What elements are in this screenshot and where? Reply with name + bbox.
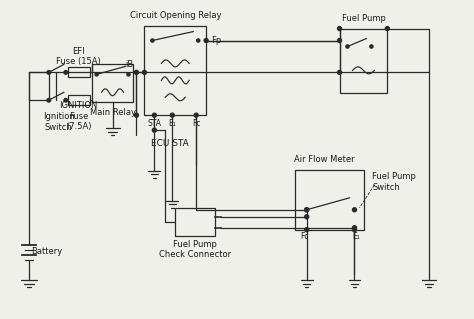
Circle shape (197, 39, 200, 42)
Bar (339, 29, 387, 93)
Circle shape (305, 228, 309, 232)
Text: Ignition
Switch: Ignition Switch (43, 113, 74, 132)
Circle shape (385, 26, 389, 31)
Circle shape (64, 70, 67, 74)
Circle shape (142, 70, 146, 74)
Circle shape (353, 226, 356, 230)
Text: Fc: Fc (192, 119, 201, 128)
Circle shape (337, 70, 342, 74)
Text: Fp: Fp (211, 36, 221, 45)
Text: iB: iB (125, 60, 134, 69)
Text: Main Relay: Main Relay (90, 108, 136, 117)
Text: E₁: E₁ (168, 119, 176, 128)
Circle shape (152, 128, 156, 132)
Bar (91, 64, 134, 102)
Text: Air Flow Meter: Air Flow Meter (294, 155, 355, 165)
Circle shape (337, 26, 342, 31)
Text: E₁: E₁ (353, 232, 360, 241)
Text: Battery: Battery (31, 247, 62, 256)
Text: Fuel Pump
Switch: Fuel Pump Switch (373, 172, 416, 192)
Circle shape (204, 39, 208, 42)
Text: IGNITION
Fuse
(7.5A): IGNITION Fuse (7.5A) (60, 101, 98, 131)
Circle shape (127, 73, 130, 76)
Text: Fc: Fc (301, 232, 309, 241)
Circle shape (47, 70, 51, 74)
Text: Fuel Pump
Check Connector: Fuel Pump Check Connector (159, 240, 231, 259)
Circle shape (305, 215, 309, 219)
Text: ECU STA: ECU STA (151, 138, 189, 148)
Circle shape (64, 99, 67, 102)
Bar (175, 208, 215, 236)
Text: Fuel Pump: Fuel Pump (341, 14, 385, 23)
Bar (145, 26, 206, 115)
Text: EFI
Fuse (15A): EFI Fuse (15A) (56, 47, 101, 66)
Circle shape (194, 113, 198, 117)
Circle shape (370, 45, 373, 48)
Circle shape (353, 228, 356, 232)
Circle shape (170, 113, 174, 117)
Text: STA: STA (147, 119, 161, 128)
Circle shape (151, 39, 154, 42)
Circle shape (95, 73, 98, 76)
Circle shape (47, 99, 51, 102)
Bar (68, 95, 90, 105)
Text: Circuit Opening Relay: Circuit Opening Relay (129, 11, 221, 20)
Circle shape (353, 208, 356, 212)
Circle shape (135, 70, 138, 74)
Circle shape (346, 45, 349, 48)
Circle shape (152, 113, 156, 117)
Circle shape (305, 208, 309, 212)
Circle shape (305, 208, 309, 212)
Circle shape (135, 113, 138, 117)
Bar (295, 170, 365, 230)
Circle shape (337, 39, 342, 42)
Bar (68, 67, 90, 78)
